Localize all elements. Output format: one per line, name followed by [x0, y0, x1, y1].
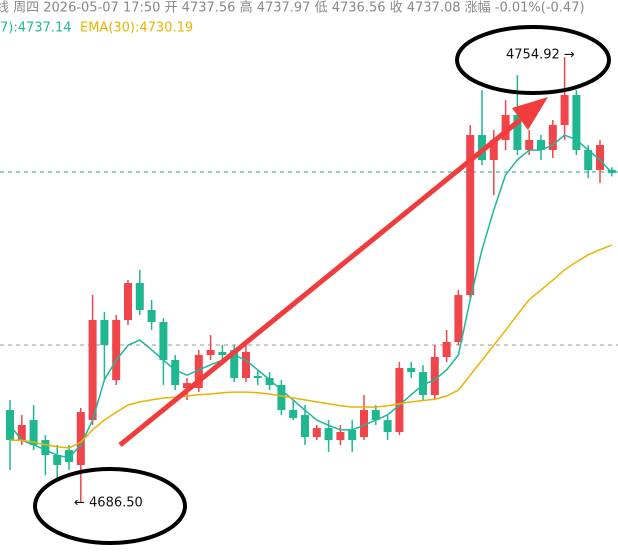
candle-body: [171, 360, 180, 386]
candle-body: [253, 376, 262, 379]
high-annotation: 4754.92 →: [506, 48, 575, 63]
trend-arrow: [118, 118, 522, 447]
candle-body: [277, 385, 286, 411]
candle-body: [147, 310, 156, 323]
candle-body: [407, 368, 416, 373]
candle-body: [312, 428, 321, 438]
candle-body: [289, 410, 298, 419]
candle-body: [501, 115, 510, 141]
candle-body: [584, 149, 593, 171]
candle-body: [242, 352, 250, 379]
candle-body: [218, 352, 227, 356]
candle-body: [230, 350, 239, 379]
candle-body: [336, 432, 345, 441]
candle-body: [596, 144, 604, 171]
candle-body: [537, 140, 545, 150]
candle-body: [301, 415, 309, 438]
candle-body: [607, 169, 616, 174]
legend-ma: 7):4737.14: [0, 21, 71, 36]
candle-body: [442, 342, 451, 358]
candle-body: [265, 378, 274, 386]
candle-body: [419, 372, 427, 396]
candle-body: [76, 412, 85, 466]
candle-body: [395, 368, 404, 433]
candle-body: [572, 95, 581, 150]
candle-body: [466, 135, 475, 296]
candle-body: [6, 410, 14, 441]
indicator-line: [10, 244, 613, 449]
candle-body: [371, 410, 380, 421]
legend-ema: EMA(30):4730.19: [80, 21, 193, 36]
low-circle: [33, 467, 187, 545]
candle-body: [88, 320, 97, 421]
candle-body: [100, 320, 109, 346]
header-line: 线 周四 2026-05-07 17:50 开 4737.56 高 4737.9…: [0, 0, 585, 16]
plot: [0, 56, 618, 503]
indicator-line: [9, 134, 613, 459]
candle-body: [194, 355, 203, 389]
candle-body: [454, 295, 463, 343]
candle-body: [17, 425, 26, 441]
candle-body: [513, 115, 522, 150]
candle-body: [29, 420, 38, 446]
candle-body: [360, 410, 368, 438]
candle-body: [478, 135, 486, 161]
candle-body: [525, 140, 534, 150]
candle-body: [159, 322, 168, 361]
candle-body: [112, 320, 121, 381]
trend-arrowhead: [512, 97, 548, 130]
candle-body: [206, 350, 215, 356]
candle-body: [383, 420, 392, 433]
candle-body: [348, 430, 357, 441]
candle-body: [124, 283, 132, 321]
low-annotation: ← 4686.50: [74, 496, 143, 511]
high-circle: [455, 25, 611, 95]
candle-body: [135, 283, 144, 311]
candle-body: [489, 140, 498, 161]
candle-body: [324, 428, 333, 441]
candle-body: [548, 125, 557, 150]
candle-body: [560, 95, 569, 126]
candle-body: [430, 357, 439, 396]
candle-body: [53, 455, 62, 466]
candle-body: [65, 450, 73, 463]
candle-body: [183, 383, 191, 389]
candle-body: [41, 440, 50, 456]
